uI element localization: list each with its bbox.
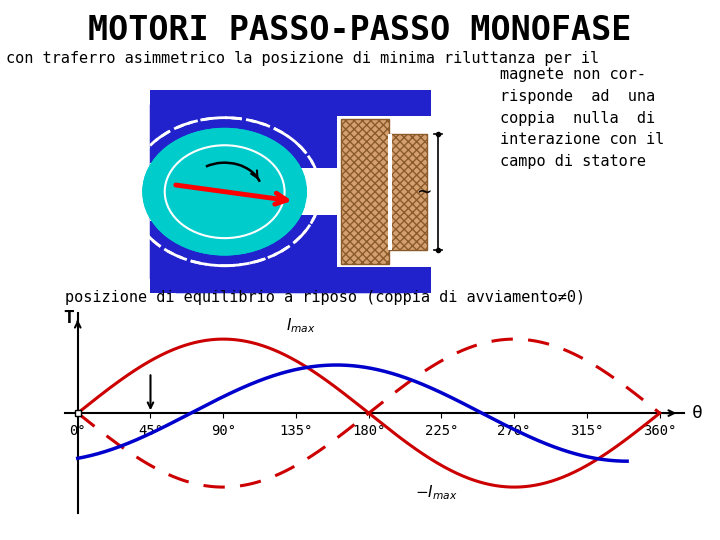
Text: coppia  nulla  di: coppia nulla di [500,111,655,126]
Polygon shape [150,90,431,293]
Text: $I_{max}$: $I_{max}$ [286,316,316,335]
Circle shape [143,128,307,255]
Text: risponde  ad  una: risponde ad una [500,89,655,104]
Bar [150,90,431,293]
Bar [390,133,427,249]
Bar [341,119,390,264]
Bar [390,133,427,249]
Bar [150,179,449,186]
Text: magnete non cor-: magnete non cor- [500,68,647,83]
Bar [387,133,392,249]
Text: $-I_{max}$: $-I_{max}$ [415,483,458,502]
Text: campo di statore: campo di statore [500,154,647,169]
Text: ~: ~ [418,181,431,202]
Text: con traferro asimmetrico la posizione di minima riluttanza per il: con traferro asimmetrico la posizione di… [6,51,599,66]
Bar [341,119,390,264]
Bar [300,168,344,215]
Text: θ: θ [692,404,703,422]
Text: posizione di equilibrio a riposo (coppia di avviamento≠0): posizione di equilibrio a riposo (coppia… [65,290,585,305]
Bar [150,198,449,205]
Text: T: T [63,309,74,327]
Bar [150,163,180,221]
Circle shape [143,128,307,255]
Bar [337,116,434,267]
Text: interazione con il: interazione con il [500,132,665,147]
Text: MOTORI PASSO-PASSO MONOFASE: MOTORI PASSO-PASSO MONOFASE [89,14,631,46]
